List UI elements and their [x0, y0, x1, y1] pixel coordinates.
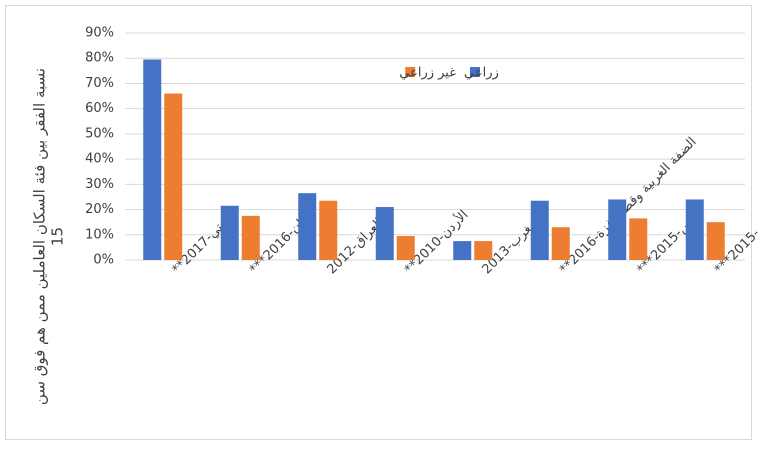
- bar: [629, 218, 648, 260]
- bar: [164, 93, 183, 261]
- bar: [551, 227, 570, 260]
- bar: [375, 207, 394, 260]
- y-axis-title: 15: [49, 227, 67, 246]
- y-tick-label: 10%: [85, 227, 114, 242]
- y-tick-label: 30%: [85, 177, 114, 192]
- y-tick-label: 20%: [85, 202, 114, 217]
- y-tick-label: 80%: [85, 51, 114, 66]
- y-tick-label: 60%: [85, 101, 114, 116]
- bar: [220, 205, 239, 260]
- y-tick-label: 70%: [85, 76, 114, 91]
- y-tick-label: 90%: [85, 26, 114, 41]
- bar: [530, 200, 549, 260]
- legend-swatch: [470, 67, 480, 77]
- bar: [685, 199, 704, 260]
- bar: [241, 215, 260, 260]
- y-axis-title: نسبة الفقر بين فئة السكان العاملين ممن ه…: [31, 68, 49, 405]
- bar: [298, 193, 317, 260]
- y-tick-label: 50%: [85, 126, 114, 141]
- legend-label: غير زراعي: [399, 66, 456, 81]
- legend-label: زراعي: [464, 66, 499, 81]
- bar: [706, 222, 725, 260]
- bar: [143, 59, 162, 260]
- y-tick-label: 0%: [93, 253, 114, 268]
- bar: [319, 200, 338, 260]
- bar: [608, 199, 627, 260]
- legend-swatch: [405, 67, 416, 77]
- bar: [453, 241, 472, 260]
- bar: [474, 241, 493, 260]
- bar: [396, 236, 415, 260]
- y-tick-label: 40%: [85, 152, 114, 167]
